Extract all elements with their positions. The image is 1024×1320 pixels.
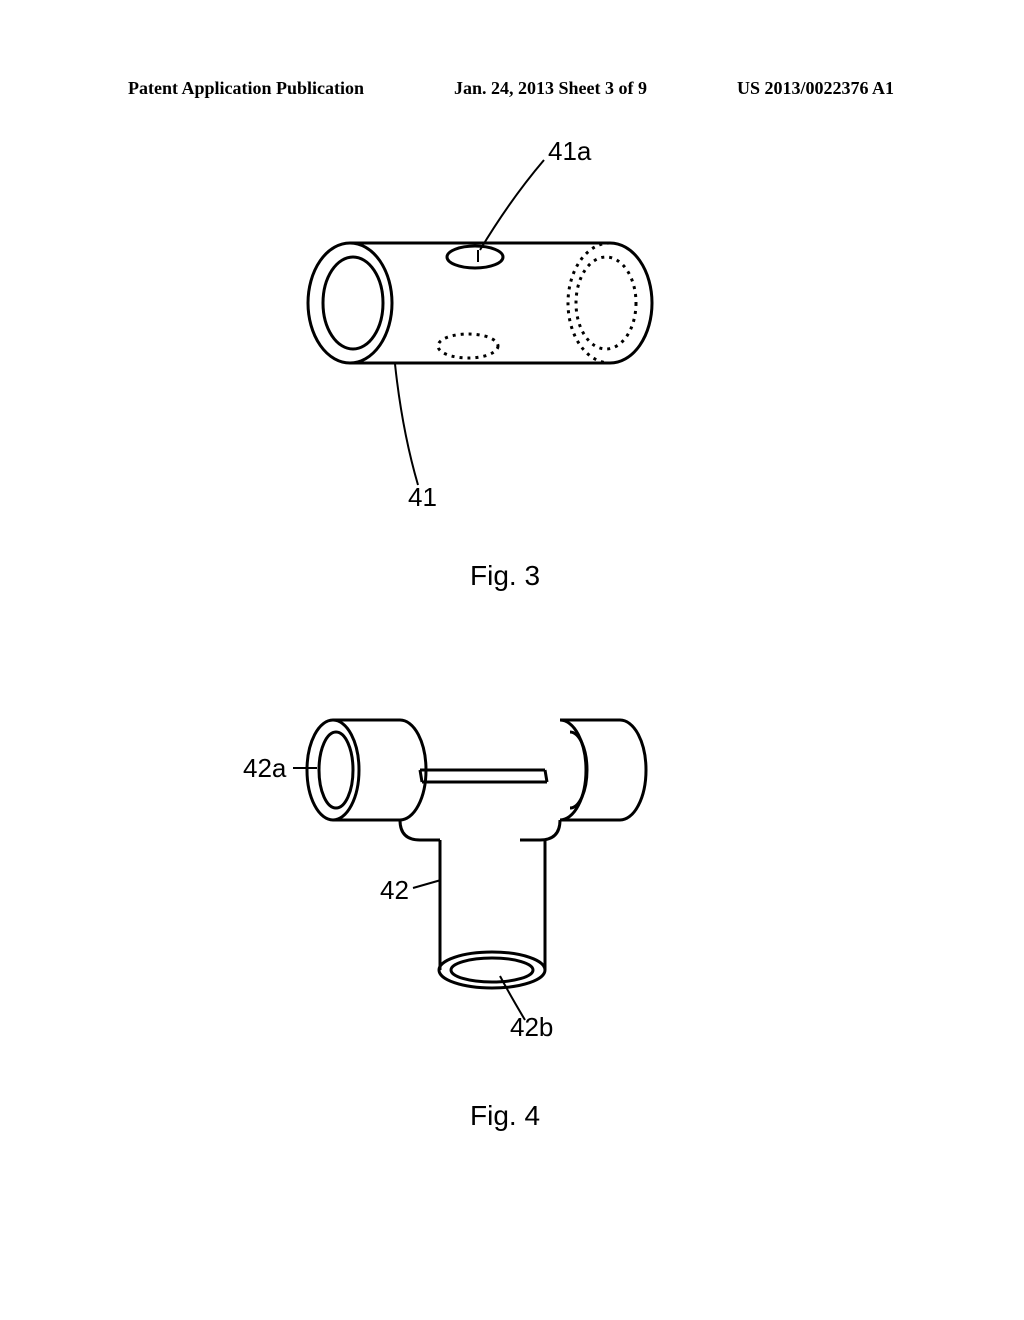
header-right: US 2013/0022376 A1 <box>737 78 894 99</box>
page-header: Patent Application Publication Jan. 24, … <box>0 78 1024 99</box>
fig4-caption: Fig. 4 <box>470 1100 540 1132</box>
fig4-label-42a: 42a <box>243 753 286 784</box>
figure-4-area: 42a 42 42b Fig. 4 <box>0 640 1024 1200</box>
fig4-label-42: 42 <box>380 875 409 906</box>
fig4-label-42b: 42b <box>510 1012 553 1043</box>
figure-3-area: 41a 41 Fig. 3 <box>0 140 1024 620</box>
figure-3-drawing <box>0 140 1024 620</box>
fig3-label-41: 41 <box>408 482 437 513</box>
fig3-caption: Fig. 3 <box>470 560 540 592</box>
header-center: Jan. 24, 2013 Sheet 3 of 9 <box>454 78 647 99</box>
fig3-label-41a: 41a <box>548 136 591 167</box>
header-left: Patent Application Publication <box>128 78 364 99</box>
